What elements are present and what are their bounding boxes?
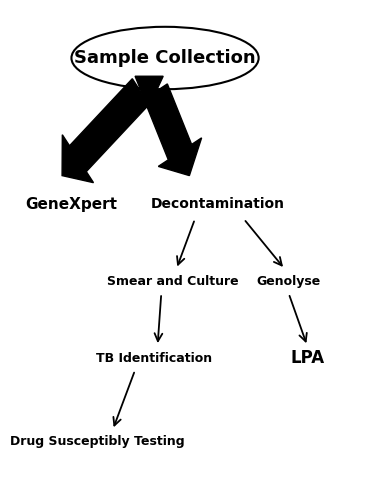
Polygon shape xyxy=(135,76,163,108)
Text: GeneXpert: GeneXpert xyxy=(25,197,117,212)
Text: TB Identification: TB Identification xyxy=(96,352,212,364)
Text: Smear and Culture: Smear and Culture xyxy=(107,274,238,287)
Text: Sample Collection: Sample Collection xyxy=(74,49,256,67)
Text: Drug Susceptibly Testing: Drug Susceptibly Testing xyxy=(11,436,185,448)
FancyArrow shape xyxy=(62,78,149,182)
FancyArrow shape xyxy=(144,84,202,176)
Text: LPA: LPA xyxy=(290,349,324,367)
Text: Genolyse: Genolyse xyxy=(257,274,321,287)
Text: Decontamination: Decontamination xyxy=(151,198,284,211)
